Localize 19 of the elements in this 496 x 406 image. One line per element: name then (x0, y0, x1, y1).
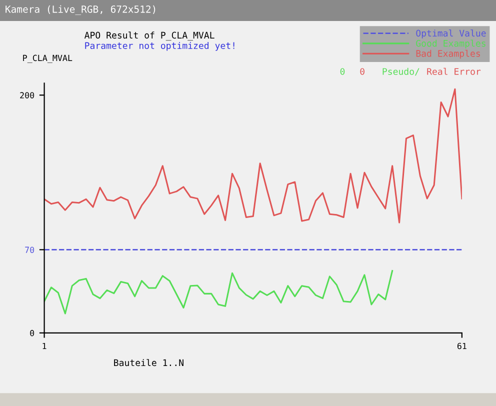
chart-title: APO Result of P_CLA_MVAL (84, 32, 214, 41)
text: 0 (340, 68, 345, 75)
legend-label: Bad Examples (416, 50, 480, 59)
text: 0 (360, 68, 364, 75)
x-tick-label: 1 (42, 342, 46, 350)
y-tick-label: 70 (25, 246, 34, 253)
y-axis-title: P_CLA_MVAL (23, 54, 72, 63)
text: Kamera (Live_RGB, 672x512) (6, 5, 156, 15)
text: Pseudo/ (382, 68, 420, 76)
legend-label: Good Examples (416, 40, 486, 48)
text: Real Error (427, 68, 481, 75)
x-tick-label: 61 (457, 342, 466, 350)
y-tick-label: 200 (20, 92, 34, 98)
x-axis-title: Bauteile 1..N (114, 359, 184, 366)
y-tick-label: 0 (30, 330, 34, 336)
line-series (44, 270, 394, 314)
chart-subtitle: Parameter not optimized yet! (85, 42, 234, 51)
line-series (44, 88, 462, 224)
legend-label: Optimal Value (416, 30, 486, 38)
